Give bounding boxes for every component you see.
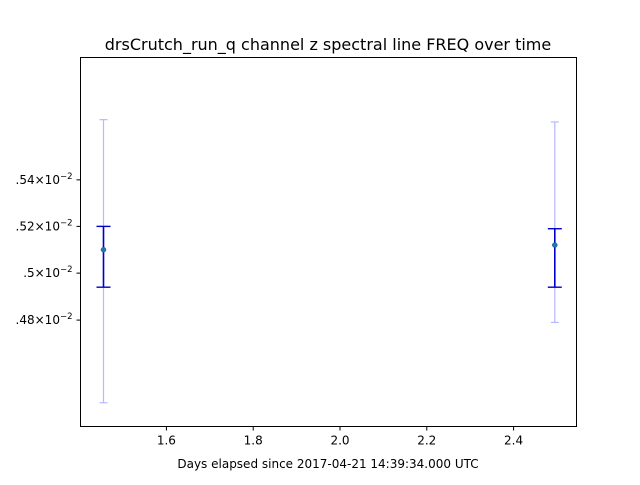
- plot-area-frame: [80, 57, 577, 427]
- x-tick-label-0: 1.6: [157, 434, 176, 448]
- y-tick-label-2: .52×10−2: [16, 218, 73, 233]
- x-tick-label-2: 2.0: [330, 434, 349, 448]
- outer-error-bars: [99, 119, 559, 404]
- inner-error-bars: [96, 225, 562, 288]
- data-point-0: [100, 246, 107, 253]
- y-tick-label-3: .54×10−2: [16, 172, 73, 187]
- x-tick-label-1: 1.8: [244, 434, 263, 448]
- y-axis-ticks: .48×10−2 .5×10−2 .52×10−2 .54×10−2: [16, 172, 81, 327]
- chart-title: drsCrutch_run_q channel z spectral line …: [105, 35, 551, 55]
- x-axis-label: Days elapsed since 2017-04-21 14:39:34.0…: [177, 457, 478, 471]
- data-markers: [100, 242, 558, 253]
- y-tick-label-0: .48×10−2: [16, 312, 73, 327]
- x-tick-label-3: 2.2: [417, 434, 436, 448]
- x-axis-ticks: 1.6 1.8 2.0 2.2 2.4: [157, 426, 523, 448]
- y-tick-label-1: .5×10−2: [23, 265, 72, 280]
- data-point-1: [552, 242, 558, 248]
- x-tick-label-4: 2.4: [504, 434, 523, 448]
